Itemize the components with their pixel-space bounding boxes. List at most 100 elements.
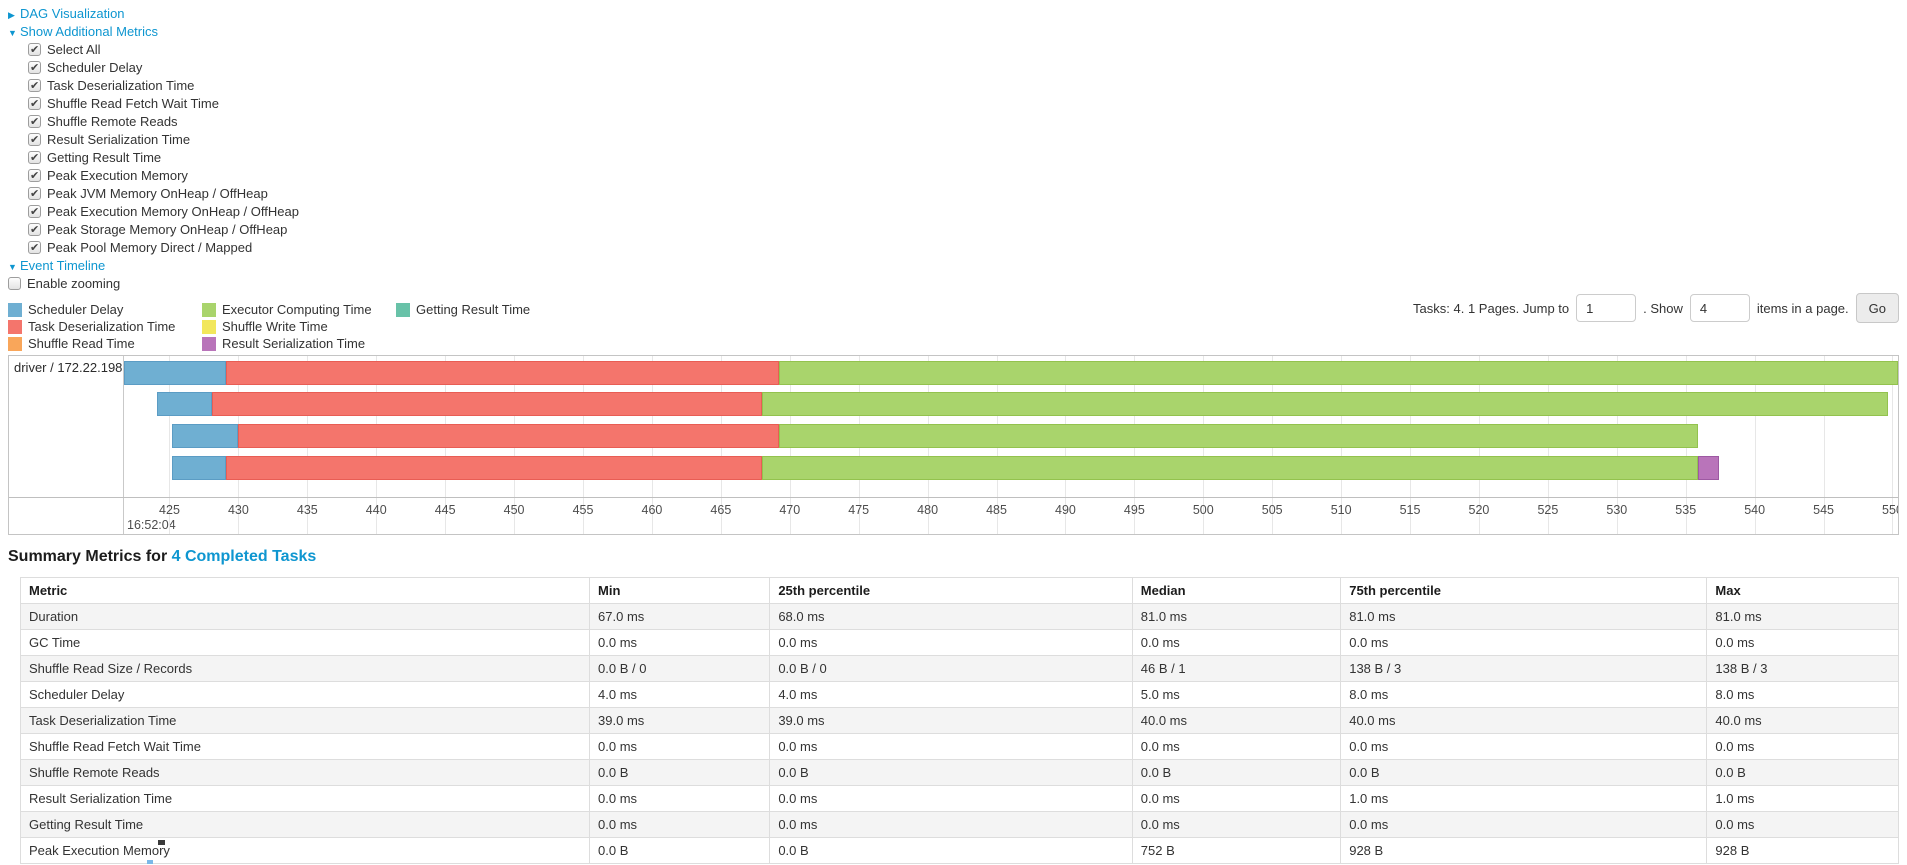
timeline-tick-label: 470 bbox=[779, 503, 801, 517]
clipped-next-section-fragment bbox=[158, 840, 165, 845]
legend-label: Shuffle Write Time bbox=[222, 319, 328, 334]
metric-checkbox-label: Peak Execution Memory OnHeap / OffHeap bbox=[47, 204, 299, 219]
timeline-tick-label: 545 bbox=[1813, 503, 1834, 517]
metric-value-cell: 928 B bbox=[1340, 837, 1708, 864]
metric-checkbox-item[interactable]: Getting Result Time bbox=[28, 149, 1907, 167]
enable-zooming-checkbox[interactable] bbox=[8, 277, 21, 290]
enable-zooming-option[interactable]: Enable zooming bbox=[8, 275, 1907, 293]
metric-value-cell: 0.0 ms bbox=[589, 785, 771, 812]
summary-table-row: Duration 67.0 ms 68.0 ms 81.0 ms 81.0 ms 81.0… bbox=[19, 603, 1899, 630]
task-timeline-row bbox=[124, 424, 1898, 448]
clipped-next-section-link-fragment bbox=[147, 860, 153, 864]
metric-value-cell: 0.0 B bbox=[589, 759, 771, 786]
metric-name-cell: Peak Execution Memory bbox=[19, 837, 591, 864]
metric-checkbox-item[interactable]: Peak Storage Memory OnHeap / OffHeap bbox=[28, 221, 1907, 239]
metric-value-cell: 40.0 ms bbox=[1706, 707, 1899, 734]
timeline-gridline bbox=[1754, 356, 1756, 534]
metric-checkbox-item[interactable]: Result Serialization Time bbox=[28, 131, 1907, 149]
metric-checkbox[interactable] bbox=[28, 203, 41, 221]
metric-value-cell: 0.0 B bbox=[769, 837, 1133, 864]
summary-table-row: Result Serialization Time 0.0 ms 0.0 ms 0.0… bbox=[19, 785, 1899, 812]
metric-checkbox-item[interactable]: Scheduler Delay bbox=[28, 59, 1907, 77]
metric-value-cell: 81.0 ms bbox=[1131, 603, 1342, 630]
dag-visualization-toggle[interactable]: ▶ DAG Visualization bbox=[8, 5, 1907, 23]
completed-tasks-link[interactable]: 4 Completed Tasks bbox=[171, 548, 317, 565]
jump-to-page-input[interactable] bbox=[1576, 294, 1637, 322]
timeline-group-column: driver / 172.22.198.104 bbox=[9, 356, 124, 534]
collapsed-arrow-icon: ▶ bbox=[8, 10, 15, 20]
timeline-tick-label: 475 bbox=[848, 503, 870, 517]
timeline-gridline bbox=[1892, 356, 1894, 534]
timeline-plot-area: 16:52:04 425 430 435 440 445 450 455 460 465 470 4… bbox=[124, 356, 1898, 534]
metric-checkbox[interactable] bbox=[28, 185, 41, 203]
metric-value-cell: 0.0 B bbox=[769, 759, 1133, 786]
metric-checkbox[interactable] bbox=[28, 221, 41, 239]
metric-value-cell: 1.0 ms bbox=[1706, 785, 1899, 812]
metric-checkbox-label: Peak Pool Memory Direct / Mapped bbox=[47, 240, 253, 255]
metric-name-cell: Shuffle Read Size / Records bbox=[19, 655, 591, 682]
timeline-tick-label: 535 bbox=[1675, 503, 1697, 517]
summary-column-header: 75th percentile bbox=[1340, 577, 1708, 604]
metric-value-cell: 0.0 ms bbox=[1706, 811, 1899, 838]
metric-checkbox[interactable] bbox=[28, 113, 41, 131]
timeline-tick-label: 550 bbox=[1882, 503, 1898, 517]
metric-name-cell: Task Deserialization Time bbox=[19, 707, 591, 734]
metric-checkbox[interactable] bbox=[28, 59, 41, 77]
result-serialization-swatch-icon bbox=[202, 336, 216, 351]
metric-checkbox[interactable] bbox=[28, 95, 41, 113]
summary-column-header: Min bbox=[589, 577, 771, 604]
event-timeline-chart: driver / 172.22.198.104 16:52:04 425 430 4… bbox=[8, 355, 1899, 535]
metric-checkbox-item[interactable]: Peak Execution Memory OnHeap / OffHeap bbox=[28, 203, 1907, 221]
metric-checkbox-item[interactable]: Select All bbox=[28, 41, 1907, 59]
metric-checkbox-item[interactable]: Peak Execution Memory bbox=[28, 167, 1907, 185]
metric-checkbox-item[interactable]: Shuffle Remote Reads bbox=[28, 113, 1907, 131]
scheduler-delay-bar-segment bbox=[172, 424, 239, 448]
getting-result-swatch-icon bbox=[396, 302, 410, 317]
metric-name-cell: GC Time bbox=[19, 629, 591, 656]
metric-name-cell: Scheduler Delay bbox=[19, 681, 591, 708]
timeline-tick-label: 445 bbox=[434, 503, 456, 517]
metric-name-cell: Getting Result Time bbox=[19, 811, 591, 838]
metric-value-cell: 138 B / 3 bbox=[1340, 655, 1708, 682]
summary-table-header-row: Metric Min 25th percentile Median 75th perce… bbox=[19, 577, 1899, 604]
timeline-tick-label: 480 bbox=[917, 503, 939, 517]
task-deserialization-swatch-icon bbox=[8, 319, 22, 334]
metric-value-cell: 0.0 ms bbox=[589, 733, 771, 760]
metric-checkbox-item[interactable]: Task Deserialization Time bbox=[28, 77, 1907, 95]
timeline-tick-label: 505 bbox=[1261, 503, 1283, 517]
timeline-legend: Scheduler Delay Task Deserialization Time… bbox=[8, 301, 590, 352]
metric-value-cell: 40.0 ms bbox=[1340, 707, 1708, 734]
metric-value-cell: 8.0 ms bbox=[1706, 681, 1899, 708]
task-pagination: Tasks: 4. 1 Pages. Jump to . Show items … bbox=[1413, 293, 1899, 323]
timeline-tick-label: 430 bbox=[227, 503, 249, 517]
metric-checkbox[interactable] bbox=[28, 149, 41, 167]
metric-checkbox-item[interactable]: Peak Pool Memory Direct / Mapped bbox=[28, 239, 1907, 257]
go-button[interactable]: Go bbox=[1855, 293, 1899, 323]
summary-metrics-title: Summary Metrics for 4 Completed Tasks bbox=[8, 548, 1907, 566]
metric-checkbox-item[interactable]: Peak JVM Memory OnHeap / OffHeap bbox=[28, 185, 1907, 203]
metric-value-cell: 0.0 B bbox=[1131, 759, 1342, 786]
metric-value-cell: 0.0 ms bbox=[769, 785, 1133, 812]
metric-value-cell: 138 B / 3 bbox=[1706, 655, 1899, 682]
metric-checkbox-item[interactable]: Shuffle Read Fetch Wait Time bbox=[28, 95, 1907, 113]
summary-table-row: GC Time 0.0 ms 0.0 ms 0.0 ms 0.0 ms 0.0 ms bbox=[19, 629, 1899, 656]
event-timeline-toggle[interactable]: ▼ Event Timeline bbox=[8, 257, 1907, 275]
metric-checkbox[interactable] bbox=[28, 41, 41, 59]
timeline-tick-label: 455 bbox=[572, 503, 594, 517]
legend-label: Result Serialization Time bbox=[222, 336, 366, 351]
metric-value-cell: 0.0 ms bbox=[1706, 629, 1899, 656]
metric-checkbox[interactable] bbox=[28, 239, 41, 257]
dag-visualization-label: DAG Visualization bbox=[20, 6, 125, 21]
executor-computing-swatch-icon bbox=[202, 302, 216, 317]
items-per-page-input[interactable] bbox=[1689, 294, 1750, 322]
metric-value-cell: 1.0 ms bbox=[1340, 785, 1708, 812]
metric-checkbox[interactable] bbox=[28, 167, 41, 185]
metric-checkbox[interactable] bbox=[28, 77, 41, 95]
metric-value-cell: 5.0 ms bbox=[1131, 681, 1342, 708]
metric-checkbox[interactable] bbox=[28, 131, 41, 149]
executor-computing-bar-segment bbox=[778, 361, 1898, 385]
summary-table-row: Shuffle Read Fetch Wait Time 0.0 ms 0.0 ms… bbox=[19, 733, 1899, 760]
show-additional-metrics-toggle[interactable]: ▼ Show Additional Metrics bbox=[8, 23, 1907, 41]
legend-label: Shuffle Read Time bbox=[28, 336, 135, 351]
legend-item: Getting Result Time bbox=[396, 301, 566, 318]
